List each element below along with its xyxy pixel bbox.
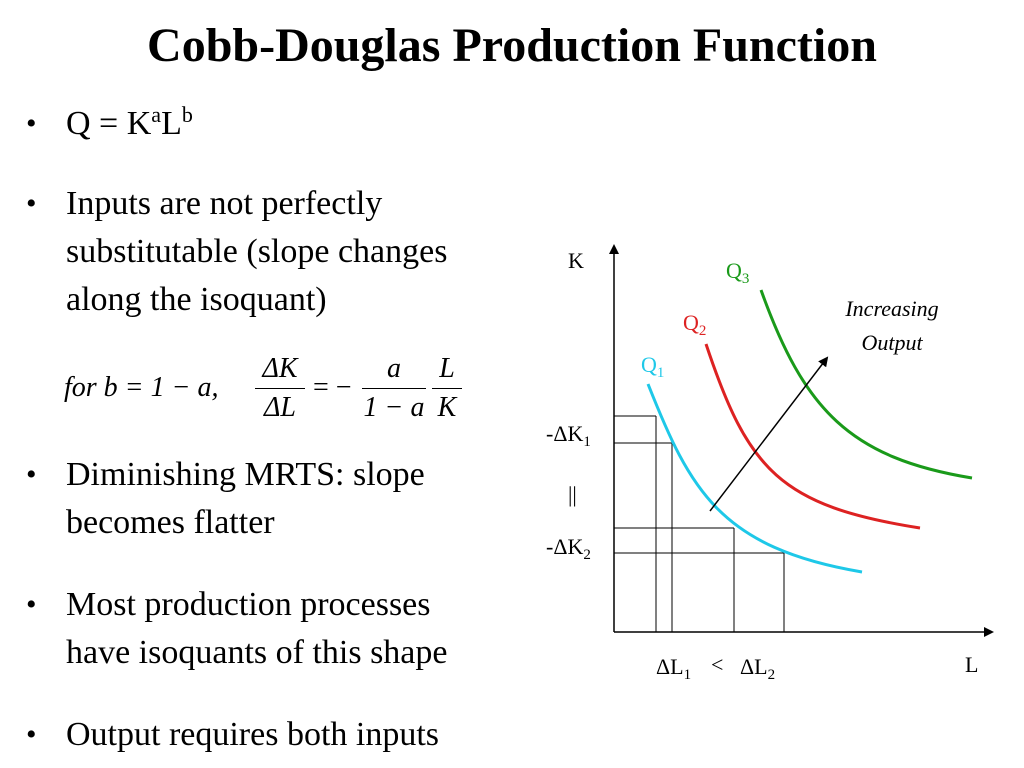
formula-condition: for b = 1 − a, <box>64 372 219 403</box>
bullet-line: along the isoquant) <box>66 281 327 318</box>
label-delta-k1: -ΔK1 <box>546 421 591 450</box>
isoquant-q2 <box>704 343 921 530</box>
bullet-line: Most production processes <box>66 586 431 623</box>
bullet-line: have isoquants of this shape <box>66 634 448 671</box>
bullet-line: becomes flatter <box>66 504 275 541</box>
label-q1: Q1 <box>641 352 665 381</box>
eq-q-k: Q = K <box>66 105 152 142</box>
delta-guide-lines <box>614 415 785 632</box>
label-q3: Q3 <box>726 258 750 287</box>
fraction-a: a 1 − a <box>362 352 426 425</box>
label-q2: Q2 <box>683 310 707 339</box>
eq-exp-b: b <box>181 102 193 127</box>
fraction-l-k: L K <box>432 352 462 425</box>
frac-den: K <box>437 392 457 423</box>
label-delta-l1: ΔL1 <box>656 654 692 683</box>
label-delta-equal: || <box>568 482 577 507</box>
increasing-output-arrow <box>709 356 829 512</box>
bullet-line: Diminishing MRTS: slope <box>66 456 425 493</box>
bullet-both-inputs: Output requires both inputs <box>66 716 440 753</box>
axis-label-k: K <box>568 248 584 273</box>
bullet-dot: • <box>26 187 37 220</box>
bullet-substitutable: Inputs are not perfectly substitutable (… <box>66 180 447 324</box>
slide-title: Cobb-Douglas Production Function <box>147 19 877 72</box>
bullet-dot: • <box>26 458 37 491</box>
bullet-dot: • <box>26 107 37 140</box>
eq-l: L <box>161 105 182 142</box>
bullet-equation: Q = KaLb <box>66 100 193 148</box>
eq-exp-a: a <box>151 102 162 127</box>
bullet-dot: • <box>26 588 37 621</box>
bullet-dot: • <box>26 718 37 751</box>
frac-num: a <box>387 353 401 384</box>
label-delta-k2: -ΔK2 <box>546 534 591 563</box>
bullet-mrts: Diminishing MRTS: slope becomes flatter <box>66 451 425 547</box>
axis-label-l: L <box>965 652 979 677</box>
frac-num: L <box>439 353 455 384</box>
frac-den: ΔL <box>263 392 296 423</box>
fraction-dk-dl: ΔK ΔL <box>255 352 305 425</box>
bullet-line: substitutable (slope changes <box>66 233 448 270</box>
label-delta-l2: ΔL2 <box>740 654 776 683</box>
bullet-processes: Most production processes have isoquants… <box>66 581 448 677</box>
isoquant-q3 <box>759 289 973 480</box>
frac-num: ΔK <box>262 353 298 384</box>
label-less-than: < <box>711 652 724 677</box>
frac-den: 1 − a <box>363 392 425 423</box>
bullet-line: Inputs are not perfectly <box>66 185 383 222</box>
isoquant-q1 <box>646 383 863 574</box>
increasing-output-label: Increasing Output <box>845 296 939 355</box>
formula-equals: = − <box>313 372 352 403</box>
